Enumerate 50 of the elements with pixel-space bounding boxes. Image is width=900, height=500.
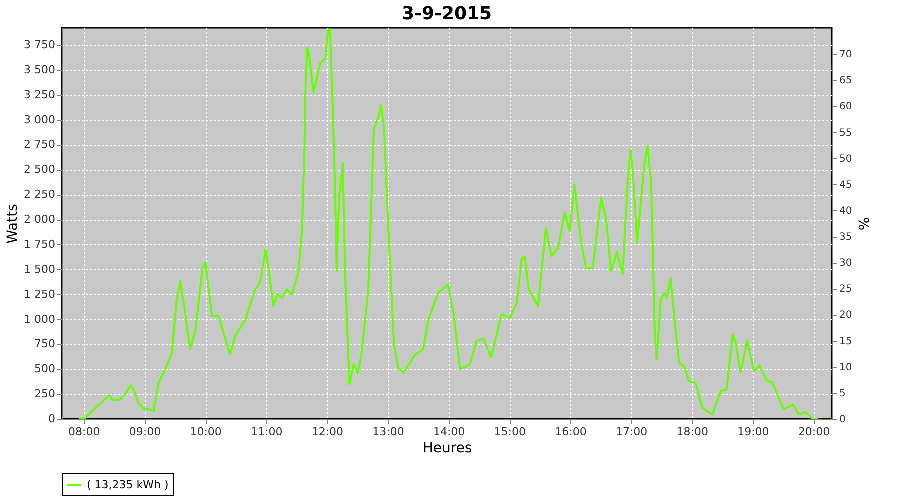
x-tick-label: 20:00 [798, 426, 830, 438]
y-tick-label: 250 [34, 388, 56, 401]
y2-tick-label: 20 [840, 310, 852, 322]
y-tick-label: 500 [34, 362, 56, 376]
x-tick-label: 15:00 [494, 426, 526, 438]
x-tick-label: 08:00 [68, 426, 100, 438]
y-tick-label: 0 [48, 412, 56, 426]
y-tick-label: 2 000 [24, 213, 56, 226]
y-tick-label: 1 000 [24, 312, 56, 326]
y2-tick-label: 25 [840, 284, 852, 296]
line-series [78, 28, 820, 419]
y-tick-label: 750 [34, 338, 56, 351]
chart-title: 3-9-2015 [402, 4, 492, 24]
y-tick-label: 2 500 [24, 163, 56, 176]
x-tick-label: 17:00 [616, 426, 648, 438]
y2-tick-label: 15 [840, 336, 852, 348]
y2-tick-label: 35 [840, 232, 852, 244]
y-tick-label: 1 500 [24, 262, 56, 276]
x-axis-title: Heures [422, 440, 472, 456]
x-tick-label: 18:00 [676, 426, 708, 438]
y2-tick-label: 5 [840, 388, 846, 400]
y2-tick-label: 65 [840, 76, 852, 87]
y-tick-label: 1 250 [24, 288, 56, 301]
x-tick-label: 11:00 [251, 426, 283, 438]
y2-tick-label: 30 [840, 258, 852, 270]
x-tick-label: 14:00 [433, 426, 466, 438]
x-tick-label: 10:00 [190, 426, 222, 438]
y2-tick-label: 70 [840, 50, 852, 61]
y-tick-label: 3 250 [24, 88, 56, 102]
y2-axis-title: % [855, 217, 872, 231]
y2-tick-label: 0 [840, 414, 846, 426]
y-tick-label: 3 000 [24, 113, 56, 126]
y2-tick-label: 50 [840, 154, 852, 165]
x-tick-label: 12:00 [312, 426, 344, 438]
y-tick-label: 3 750 [24, 38, 56, 52]
x-tick-label: 19:00 [738, 426, 770, 438]
y2-tick-label: 60 [840, 102, 852, 113]
y2-tick-label: 55 [840, 128, 852, 139]
y2-tick-label: 45 [840, 180, 852, 191]
y2-tick-label: 10 [840, 362, 852, 374]
y-tick-label: 2 750 [24, 138, 56, 152]
y-axis-title: Watts [5, 204, 22, 244]
y2-tick-label: 40 [840, 206, 852, 217]
y-tick-label: 3 500 [24, 63, 56, 76]
legend-label: ( 13,235 kWh ) [87, 478, 169, 492]
x-tick-label: 13:00 [372, 426, 404, 438]
x-tick-label: 16:00 [555, 426, 587, 438]
y-tick-label: 1 750 [24, 238, 56, 251]
x-tick-label: 09:00 [129, 426, 162, 438]
y-tick-label: 2 250 [24, 188, 56, 202]
